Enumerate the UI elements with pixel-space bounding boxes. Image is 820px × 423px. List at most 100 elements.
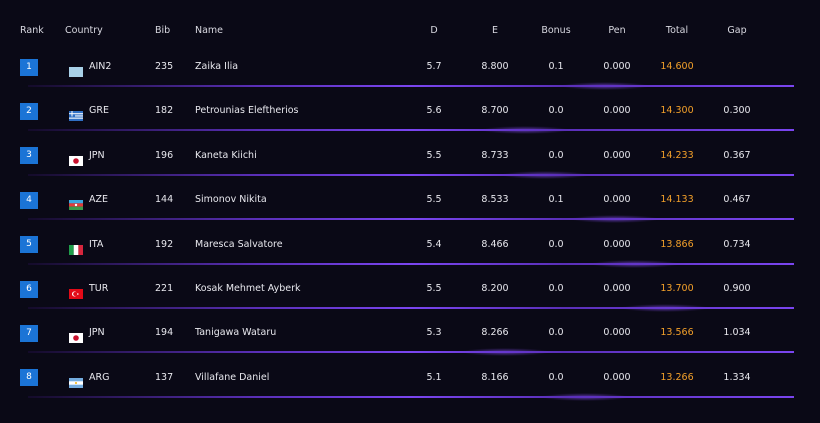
cell: Petrounias Eleftherios bbox=[195, 105, 299, 117]
cell: 5.5 bbox=[426, 194, 442, 206]
cell: 14.133 bbox=[660, 194, 694, 206]
rank-badge: 2 bbox=[20, 102, 38, 120]
cell: 0.900 bbox=[723, 283, 751, 294]
cell: Zaika Ilia bbox=[195, 61, 239, 72]
header-cell: Pen bbox=[608, 25, 626, 36]
cell: 1.034 bbox=[723, 327, 751, 339]
cell: 5.7 bbox=[426, 61, 442, 72]
cell: 0.367 bbox=[723, 149, 751, 161]
cell: 192 bbox=[155, 238, 174, 250]
country-code: JPN bbox=[89, 327, 105, 339]
header-cell: E bbox=[491, 25, 499, 36]
country-flag bbox=[69, 240, 83, 255]
cell: 0.0 bbox=[548, 238, 564, 250]
country-flag bbox=[69, 328, 83, 344]
country-code: ARG bbox=[89, 371, 110, 383]
country-code: AIN2 bbox=[89, 61, 112, 72]
rank-badge: 4 bbox=[20, 191, 38, 209]
cell: 0.0 bbox=[548, 371, 564, 383]
cell: 5.5 bbox=[426, 283, 442, 294]
rank-badge: 3 bbox=[20, 147, 38, 165]
cell: 8.800 bbox=[481, 61, 509, 72]
cell: Simonov Nikita bbox=[195, 194, 267, 206]
cell: 8.200 bbox=[481, 283, 509, 294]
cell: 235 bbox=[155, 61, 174, 72]
cell: 137 bbox=[155, 371, 174, 383]
header-cell: Rank bbox=[20, 25, 44, 36]
cell: 14.300 bbox=[660, 105, 694, 117]
header-cell: Total bbox=[665, 25, 689, 36]
cell: 0.0 bbox=[548, 149, 564, 161]
cell: 14.600 bbox=[660, 61, 694, 72]
cell: 13.700 bbox=[660, 283, 694, 294]
cell: 0.734 bbox=[723, 238, 751, 250]
header-cell: Country bbox=[65, 25, 103, 36]
cell: 194 bbox=[155, 327, 174, 339]
cell: 8.700 bbox=[481, 105, 509, 117]
cell: 13.266 bbox=[660, 371, 694, 383]
cell: 221 bbox=[155, 283, 174, 294]
row-divider bbox=[28, 262, 794, 265]
cell: 13.566 bbox=[660, 327, 694, 339]
cell: 5.6 bbox=[426, 105, 442, 117]
row-divider bbox=[28, 351, 794, 354]
country-flag bbox=[69, 151, 83, 166]
rank-badge: 8 bbox=[20, 369, 38, 387]
cell: 8.733 bbox=[481, 149, 509, 161]
row-divider bbox=[28, 307, 794, 309]
row-divider bbox=[28, 173, 794, 176]
cell: 0.000 bbox=[603, 371, 631, 383]
cell: 5.1 bbox=[426, 371, 442, 383]
country-flag bbox=[69, 284, 83, 299]
rank-badge: 1 bbox=[20, 58, 38, 76]
cell: 0.000 bbox=[603, 61, 631, 72]
cell: 0.000 bbox=[603, 105, 631, 117]
cell: Kaneta Kiichi bbox=[195, 149, 257, 161]
cell: 144 bbox=[155, 194, 174, 206]
header-cell: Bonus bbox=[541, 25, 571, 36]
cell: 0.000 bbox=[603, 283, 631, 294]
cell: 1.334 bbox=[723, 371, 751, 383]
cell: 8.533 bbox=[481, 194, 509, 206]
header-cell: Gap bbox=[727, 25, 747, 36]
country-flag bbox=[69, 373, 83, 388]
header-cell: Bib bbox=[155, 25, 171, 36]
cell: 0.300 bbox=[723, 105, 751, 117]
cell: 0.000 bbox=[603, 238, 631, 250]
country-flag bbox=[69, 62, 83, 77]
country-code: ITA bbox=[89, 238, 104, 250]
cell: 8.266 bbox=[481, 327, 509, 339]
country-code: GRE bbox=[89, 105, 109, 117]
cell: 0.000 bbox=[603, 149, 631, 161]
cell: Kosak Mehmet Ayberk bbox=[195, 283, 301, 294]
country-flag bbox=[69, 106, 83, 122]
header-cell: D bbox=[430, 25, 438, 36]
row-divider bbox=[28, 218, 794, 221]
rank-badge: 7 bbox=[20, 324, 38, 342]
cell: 196 bbox=[155, 149, 174, 161]
cell: 0.0 bbox=[548, 105, 564, 117]
country-code: AZE bbox=[89, 194, 109, 206]
cell: 8.166 bbox=[481, 371, 509, 383]
cell: 0.000 bbox=[603, 327, 631, 339]
row-divider bbox=[28, 129, 794, 132]
row-divider bbox=[28, 395, 794, 398]
rank-badge: 5 bbox=[20, 236, 38, 254]
cell: Maresca Salvatore bbox=[195, 238, 283, 250]
cell: 14.233 bbox=[660, 149, 694, 161]
row-divider bbox=[28, 85, 794, 87]
cell: 0.000 bbox=[603, 194, 631, 206]
cell: 8.466 bbox=[481, 238, 509, 250]
country-code: JPN bbox=[89, 149, 105, 161]
cell: 0.1 bbox=[548, 194, 564, 206]
rank-badge: 6 bbox=[20, 280, 38, 298]
cell: Tanigawa Wataru bbox=[195, 327, 277, 339]
cell: 182 bbox=[155, 105, 174, 117]
cell: 0.467 bbox=[723, 194, 751, 206]
header-cell: Name bbox=[195, 25, 224, 36]
cell: 5.5 bbox=[426, 149, 442, 161]
cell: 5.3 bbox=[426, 327, 442, 339]
cell: 0.0 bbox=[548, 327, 564, 339]
country-code: TUR bbox=[89, 283, 109, 294]
